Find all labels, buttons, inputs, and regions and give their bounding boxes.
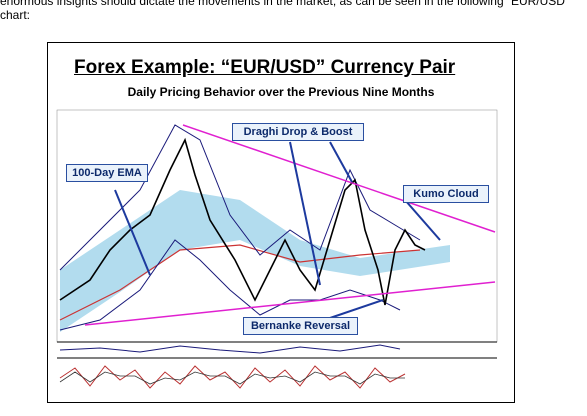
intro-text: enormous insights should dictate the mov… [0,0,569,22]
pointer-arrow [404,199,441,241]
oscillator-line [59,365,406,389]
upper-band [59,124,421,271]
pointer-arrow [329,141,353,183]
annotation: 100-Day EMA [66,164,148,182]
kumo-cloud [60,190,450,332]
pointer-arrow [114,189,151,276]
lower-band [59,239,401,331]
figure-title: Forex Example: “EUR/USD” Currency Pair [74,57,456,78]
annotation: Draghi Drop & Boost [232,123,364,141]
resistance-trendline [182,124,496,233]
annotation: Kumo Cloud [403,185,489,203]
annotation: Bernanke Reversal [243,317,358,335]
price-line [59,137,426,306]
indicator-line [59,344,401,354]
figure-subtitle: Daily Pricing Behavior over the Previous… [127,85,435,99]
support-trendline [84,281,496,326]
oscillator-signal [59,371,405,385]
pointer-arrow [289,141,321,286]
pointer-arrow [329,299,384,319]
ema-line [59,244,421,321]
